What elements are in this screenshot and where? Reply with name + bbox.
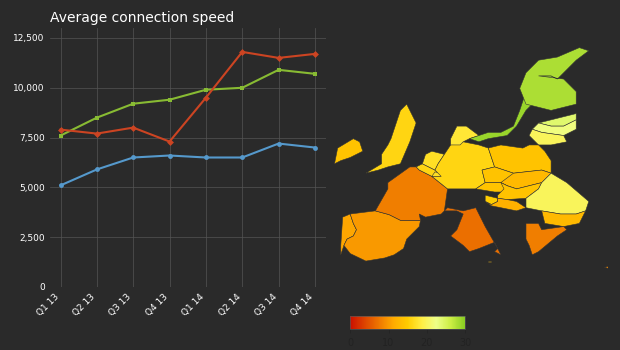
Polygon shape — [542, 211, 586, 226]
Polygon shape — [469, 76, 557, 142]
Polygon shape — [341, 214, 356, 255]
Polygon shape — [529, 129, 567, 145]
Polygon shape — [520, 48, 589, 110]
Polygon shape — [604, 264, 617, 271]
Polygon shape — [344, 211, 420, 261]
Polygon shape — [501, 170, 551, 189]
Polygon shape — [489, 261, 492, 262]
Polygon shape — [489, 145, 551, 173]
Polygon shape — [485, 195, 498, 205]
Polygon shape — [375, 167, 448, 220]
Polygon shape — [532, 120, 576, 135]
Polygon shape — [539, 113, 576, 126]
Polygon shape — [432, 142, 495, 189]
Polygon shape — [416, 164, 441, 176]
Text: Average connection speed: Average connection speed — [50, 12, 234, 26]
Polygon shape — [482, 167, 516, 183]
Polygon shape — [485, 198, 526, 211]
Polygon shape — [366, 104, 416, 173]
Polygon shape — [422, 151, 445, 170]
Polygon shape — [498, 183, 542, 200]
Polygon shape — [476, 183, 516, 192]
Polygon shape — [335, 139, 363, 164]
Polygon shape — [451, 126, 479, 145]
Polygon shape — [445, 208, 501, 255]
Polygon shape — [432, 172, 441, 176]
Polygon shape — [526, 173, 589, 214]
Polygon shape — [526, 223, 567, 255]
